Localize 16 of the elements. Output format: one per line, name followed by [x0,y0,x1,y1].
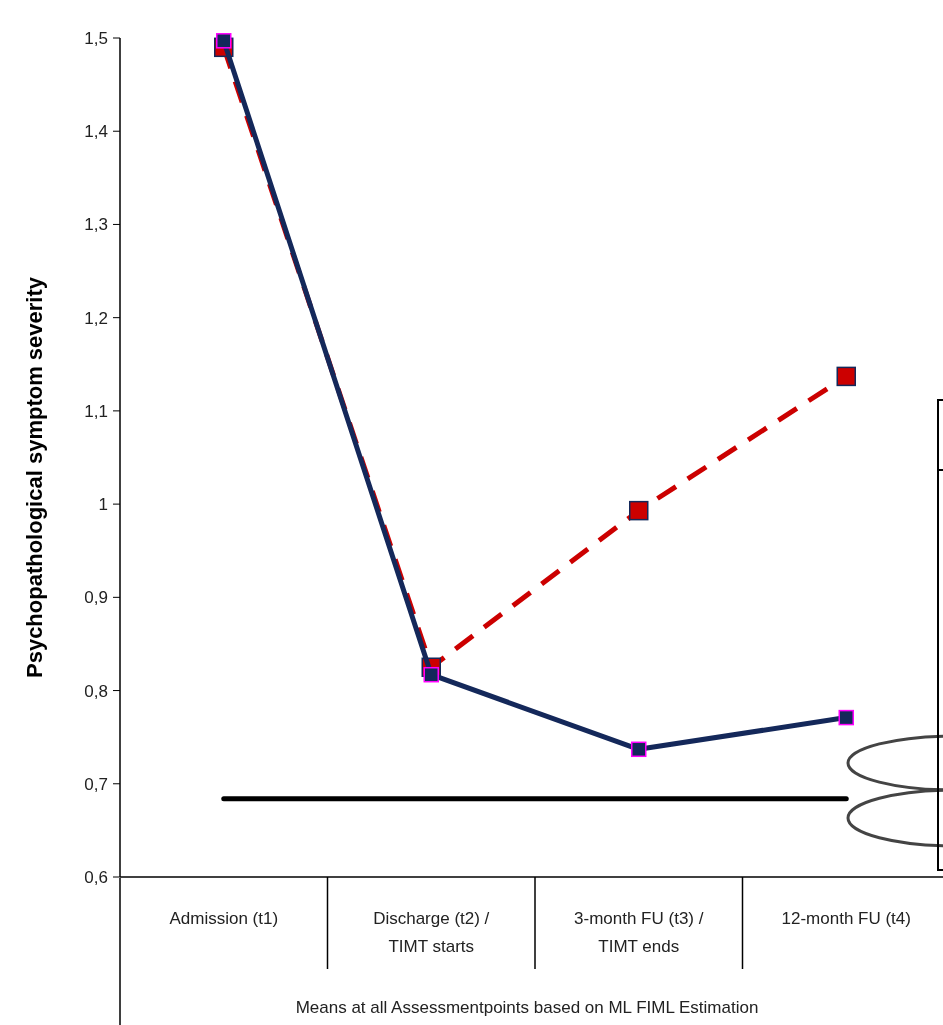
y-tick-label: 0,8 [84,681,108,701]
y-tick-label: 1,4 [84,122,108,142]
y-tick-label: 1,1 [84,401,108,421]
y-tick-label: 1 [98,495,108,515]
y-tick-label: 0,7 [84,774,108,794]
x-tick-label: 12-month FU (t4) [781,909,911,928]
x-axis-title: Means at all Assessmentpoints based on ML FIML Estimation [295,998,759,1017]
y-axis-title: Psychopathological symptom severity [22,276,47,679]
x-tick-label: 3-month FU (t3) / TIMT ends [574,909,704,956]
y-tick-label: 1,2 [84,308,108,328]
x-tick-label: Discharge (t2) / TIMT starts [373,909,490,956]
y-tick-label: 0,6 [84,867,108,887]
x-tick-label: Admission (t1) [169,909,279,928]
y-tick-label: 1,3 [84,215,108,235]
y-tick-label: 0,9 [84,588,108,608]
y-tick-label: 1,5 [84,28,108,48]
